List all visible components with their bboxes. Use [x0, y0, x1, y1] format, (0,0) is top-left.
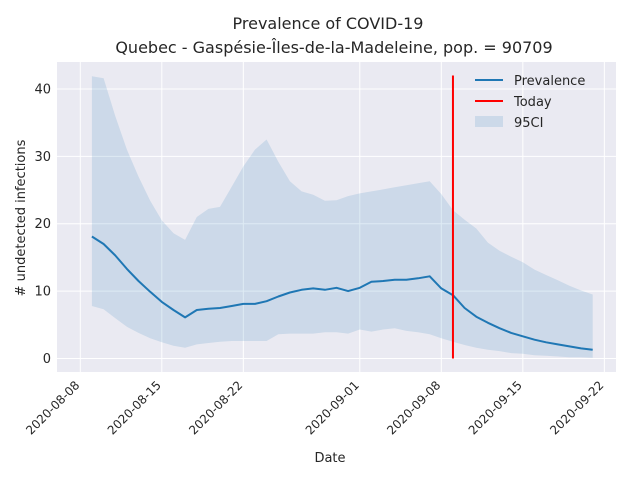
x-tick-label: 2020-09-01	[303, 378, 362, 437]
legend: Prevalence Today 95CI	[475, 74, 585, 131]
chart-title: Prevalence of COVID-19	[233, 14, 424, 33]
x-tick-label: 2020-08-15	[105, 378, 164, 437]
legend-label-ci: 95CI	[514, 116, 543, 131]
prevalence-series	[91, 235, 593, 351]
prevalence-line	[91, 235, 593, 351]
x-tick-label: 2020-09-15	[466, 378, 525, 437]
y-axis-label: # undetected infections	[14, 139, 29, 296]
x-tick-label: 2020-08-22	[186, 378, 245, 437]
ci-band-area	[91, 76, 593, 358]
y-tick-label: 30	[34, 150, 51, 165]
legend-swatch-ci	[475, 116, 503, 127]
x-tick-label: 2020-08-08	[23, 378, 82, 437]
x-tick-label: 2020-09-08	[384, 378, 443, 437]
chart-subtitle: Quebec - Gaspésie-Îles-de-la-Madeleine, …	[115, 38, 552, 57]
legend-label-today: Today	[513, 95, 552, 110]
legend-label-prevalence: Prevalence	[514, 74, 585, 89]
y-tick-label: 10	[34, 285, 51, 300]
x-tick-labels: 2020-08-08 2020-08-15 2020-08-22 2020-09-01…	[23, 378, 606, 437]
x-axis-label: Date	[314, 451, 345, 466]
y-tick-label: 20	[34, 217, 51, 232]
x-tick-label: 2020-09-22	[547, 378, 606, 437]
ci-band	[91, 76, 593, 358]
y-tick-label: 40	[34, 82, 51, 97]
y-tick-label: 0	[43, 352, 51, 367]
y-tick-labels: 0 10 20 30 40	[34, 82, 51, 367]
